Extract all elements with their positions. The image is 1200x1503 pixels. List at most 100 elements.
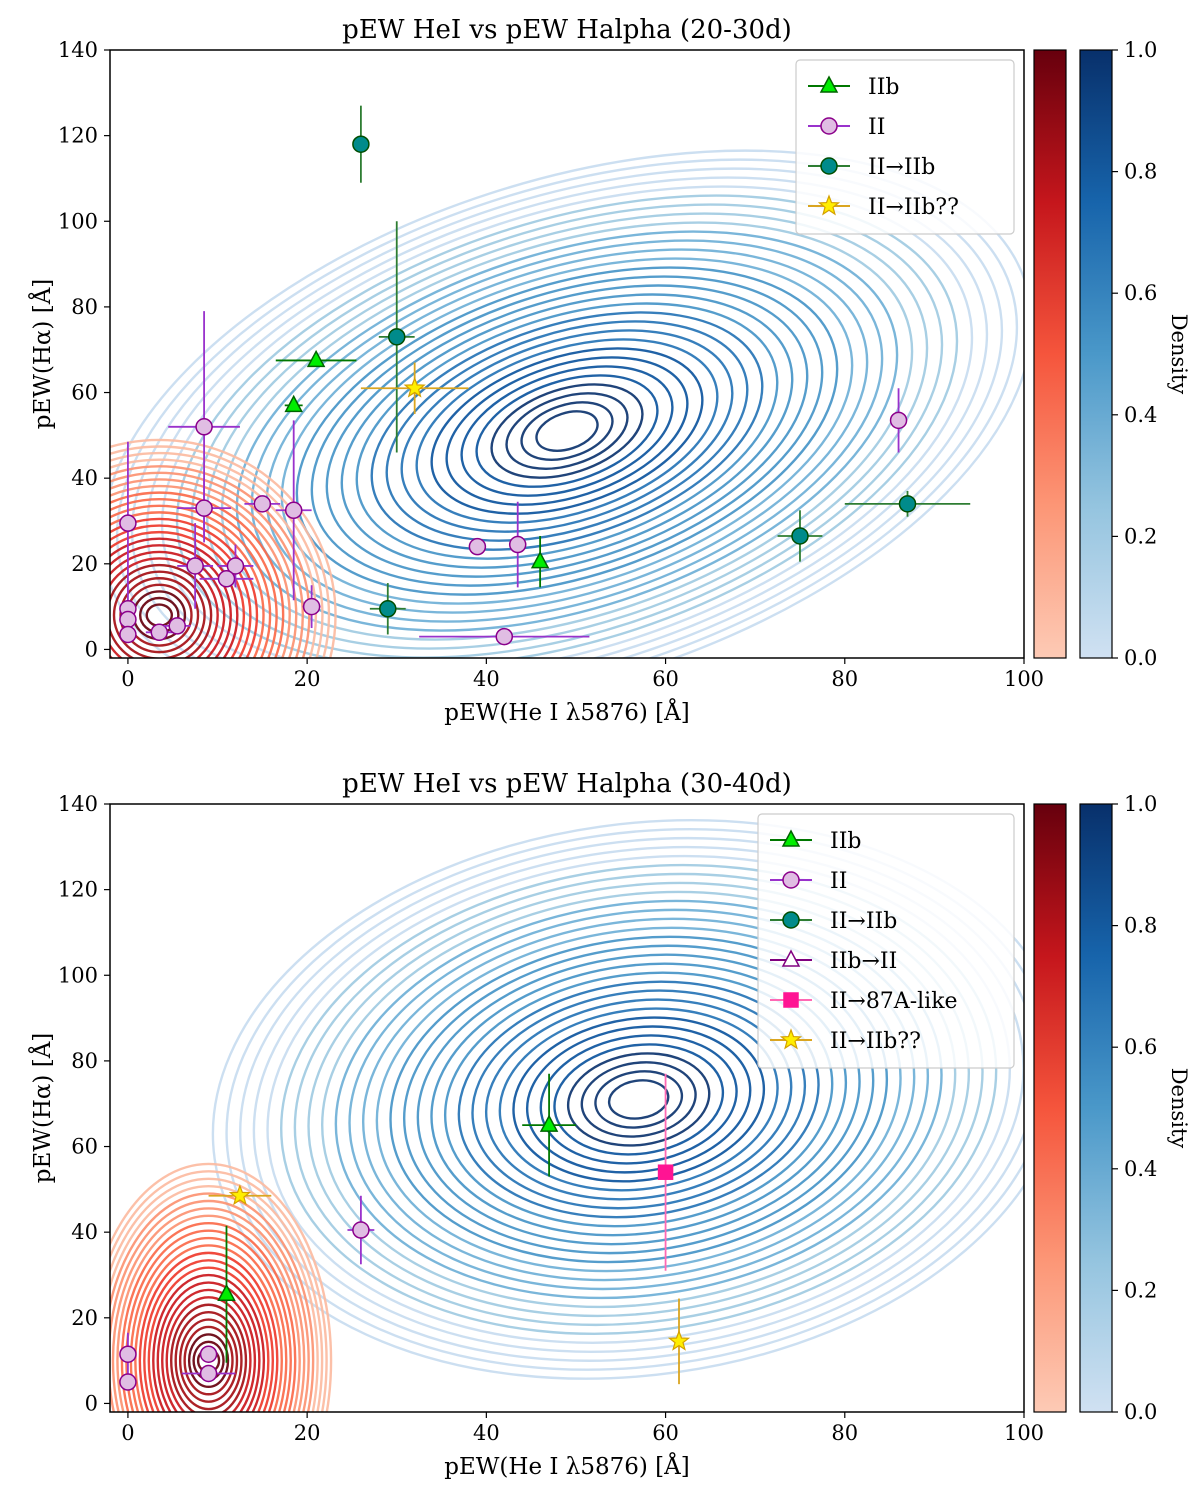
data-point bbox=[217, 570, 236, 588]
y-tick-label: 40 bbox=[71, 1220, 98, 1244]
legend-label: IIb bbox=[868, 75, 899, 100]
red-density-contour bbox=[110, 451, 324, 658]
data-point bbox=[226, 557, 245, 575]
legend-marker bbox=[782, 871, 800, 889]
colorbar-tick-label: 1.0 bbox=[1124, 792, 1157, 816]
blue-density-contour bbox=[252, 845, 1024, 1353]
red-density-contour bbox=[110, 445, 331, 658]
legend-label: IIb→II bbox=[830, 949, 897, 974]
data-point bbox=[284, 501, 303, 520]
data-point bbox=[403, 376, 426, 398]
data-point bbox=[199, 1364, 218, 1383]
legend-item: IIb bbox=[808, 75, 899, 100]
legend-label: II bbox=[830, 869, 847, 894]
blue-density-contour bbox=[430, 962, 848, 1237]
blue-density-contour bbox=[415, 338, 719, 524]
y-tick-label: 60 bbox=[71, 1135, 98, 1159]
red-density-contour bbox=[161, 1288, 257, 1412]
colorbar-tick-label: 0.2 bbox=[1124, 1278, 1157, 1302]
blue-density-contour bbox=[250, 239, 884, 623]
blue-density-contour bbox=[460, 365, 674, 497]
blue-density-contour bbox=[594, 1070, 684, 1129]
data-point bbox=[186, 557, 204, 575]
blue-density-contour bbox=[539, 1034, 738, 1165]
red-density-contour bbox=[110, 1162, 333, 1412]
red-density-contour bbox=[147, 1266, 270, 1412]
data-point bbox=[657, 1164, 674, 1180]
red-density-contour bbox=[110, 1170, 328, 1412]
blue-density-contour bbox=[400, 329, 734, 533]
blue-density-contour bbox=[535, 410, 599, 452]
red-density-contour bbox=[174, 1310, 243, 1411]
data-point bbox=[352, 1221, 370, 1239]
red-density-contour bbox=[183, 1325, 234, 1396]
red-density-contour bbox=[110, 498, 278, 658]
blue-density-contour bbox=[553, 1043, 725, 1156]
data-point bbox=[667, 1329, 691, 1351]
colorbar-tick-label: 0.8 bbox=[1124, 914, 1157, 938]
chart-panel-30-40d: pEW HeI vs pEW Halpha (30-40d) 0 20 40 60 80 1… bbox=[28, 769, 1191, 1480]
blue-density-contour bbox=[160, 185, 974, 658]
legend-marker bbox=[820, 157, 838, 175]
data-point bbox=[468, 537, 487, 556]
legend-marker bbox=[781, 829, 801, 847]
y-tick-label: 120 bbox=[58, 878, 98, 902]
blue-density-contour bbox=[430, 347, 704, 515]
colorbar-tick-label: 0.0 bbox=[1124, 1400, 1157, 1424]
data-points bbox=[119, 105, 971, 646]
blue-density-contour bbox=[211, 819, 1024, 1380]
red-density-contour bbox=[110, 465, 311, 658]
data-point bbox=[119, 1373, 137, 1391]
red-density-contour bbox=[143, 1259, 274, 1412]
y-axis-label: pEW(Hα) [Å] bbox=[28, 279, 56, 430]
data-point bbox=[352, 135, 370, 153]
legend-marker bbox=[819, 75, 839, 93]
x-axis-label: pEW(He I λ5876) [Å] bbox=[444, 1452, 689, 1480]
red-density-contour bbox=[110, 517, 259, 658]
colorbar-tick-label: 0.8 bbox=[1124, 160, 1157, 184]
y-axis-label: pEW(Hα) [Å] bbox=[28, 1033, 56, 1184]
red-density-contour bbox=[138, 1251, 279, 1412]
x-tick-label: 100 bbox=[1004, 1421, 1044, 1445]
data-point bbox=[119, 1345, 137, 1363]
blue-density-contour bbox=[190, 203, 944, 658]
blue-density-contour bbox=[475, 374, 659, 488]
legend-item: II bbox=[808, 115, 885, 140]
red-density-contour bbox=[110, 1185, 319, 1412]
legend-marker bbox=[817, 194, 841, 216]
blue-density-contour bbox=[370, 311, 764, 551]
red-density-contour bbox=[116, 1214, 301, 1412]
red-density-contour bbox=[120, 1222, 297, 1412]
y-tick-label: 0 bbox=[85, 1391, 98, 1415]
y-tick-label: 20 bbox=[71, 552, 98, 576]
legend-marker bbox=[783, 992, 799, 1008]
x-tick-label: 20 bbox=[294, 1421, 321, 1445]
y-tick-label: 80 bbox=[71, 1049, 98, 1073]
blue-colorbar bbox=[1079, 49, 1113, 659]
plot-frame bbox=[109, 49, 1025, 659]
y-tick-label: 80 bbox=[71, 295, 98, 319]
red-density-contour bbox=[110, 1177, 324, 1412]
red-density-contour bbox=[110, 458, 318, 658]
red-density-contour bbox=[110, 504, 272, 658]
x-tick-label: 0 bbox=[121, 1421, 134, 1445]
blue-density-contour bbox=[445, 356, 689, 506]
blue-density-contour bbox=[607, 1079, 670, 1120]
legend-item: II bbox=[770, 869, 847, 894]
data-point bbox=[791, 527, 809, 545]
data-point bbox=[284, 394, 303, 413]
data-point bbox=[306, 349, 326, 368]
red-density-contour bbox=[170, 1303, 248, 1412]
legend-label: II→IIb?? bbox=[868, 195, 959, 220]
colorbar-label: Density bbox=[1167, 1068, 1191, 1149]
legend: IIb II II→IIb IIb→II II→87A-like II→IIb?? bbox=[757, 813, 1015, 1069]
x-tick-label: 100 bbox=[1004, 667, 1044, 691]
y-tick-label: 40 bbox=[71, 466, 98, 490]
legend-marker bbox=[820, 117, 838, 135]
data-point bbox=[379, 600, 397, 618]
blue-density-contour bbox=[457, 980, 820, 1219]
colorbar-tick-label: 0.4 bbox=[1124, 403, 1157, 427]
x-axis-label: pEW(He I λ5876) [Å] bbox=[444, 698, 689, 726]
blue-colorbar bbox=[1079, 803, 1113, 1413]
